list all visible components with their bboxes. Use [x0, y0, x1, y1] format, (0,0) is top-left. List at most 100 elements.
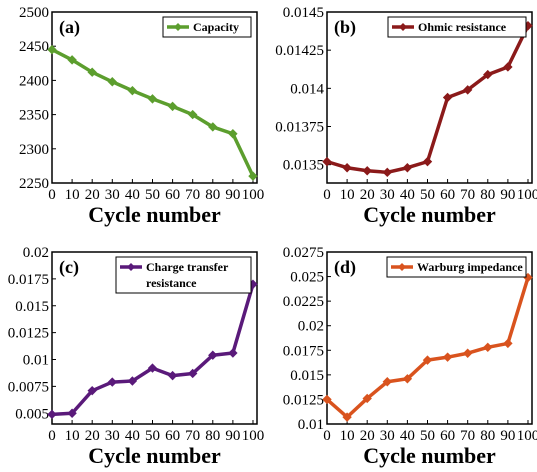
x-tick-label: 10 — [340, 187, 355, 203]
legend-box — [162, 16, 252, 38]
panel-label: (b) — [334, 17, 356, 38]
data-point-marker — [248, 171, 258, 181]
data-point-marker — [107, 77, 118, 87]
data-point-marker — [107, 377, 118, 387]
y-tick-label: 0.01 — [23, 353, 49, 369]
y-tick-label: 0.0075 — [8, 379, 49, 395]
data-point-marker — [483, 342, 493, 353]
data-point-marker — [87, 67, 97, 77]
data-point-marker — [342, 412, 352, 422]
data-point-marker — [483, 69, 493, 80]
y-tick-label: 2500 — [19, 5, 49, 21]
x-tick-label: 70 — [185, 187, 200, 203]
data-point-marker — [442, 92, 453, 103]
data-point-marker — [322, 156, 332, 167]
data-point-marker — [503, 62, 513, 72]
panel-label: (d) — [334, 257, 356, 278]
x-axis-label: Cycle number — [88, 202, 221, 227]
legend-box — [386, 256, 527, 278]
chart-panel-2: 0.0135 0.01375 0.014 0.01425 0.0145 0 10 20 30 40… — [275, 5, 537, 227]
data-point-marker — [422, 156, 433, 167]
x-tick-label: 80 — [205, 187, 220, 203]
y-tick-label: 0.0125 — [8, 326, 49, 342]
data-point-marker — [67, 55, 77, 65]
legend-label: resistance — [146, 276, 197, 290]
data-point-marker — [47, 409, 57, 420]
data-point-marker — [87, 385, 97, 396]
y-tick-label: 0.0125 — [283, 392, 324, 408]
y-tick-label: 0.02 — [298, 319, 324, 335]
x-tick-label: 0 — [323, 428, 331, 444]
x-tick-label: 50 — [420, 187, 435, 203]
x-tick-label: 100 — [242, 187, 265, 203]
chart-panel-3: 0.005 0.0075 0.01 0.0125 0.015 0.0175 0.02 0 10 2… — [8, 245, 264, 468]
x-tick-label: 10 — [65, 187, 80, 203]
x-tick-label: 40 — [400, 187, 415, 203]
data-point-marker — [187, 368, 198, 379]
x-tick-label: 10 — [65, 428, 80, 444]
data-point-marker — [127, 376, 138, 386]
y-tick-label: 0.01425 — [275, 43, 324, 59]
legend-label: Charge transfer — [146, 260, 229, 274]
x-axis-label: Cycle number — [88, 443, 221, 468]
panel-label: (a) — [59, 17, 80, 38]
y-tick-label: 0.02 — [23, 245, 49, 261]
data-point-marker — [402, 374, 413, 384]
x-tick-label: 90 — [225, 428, 240, 444]
data-point-marker — [322, 394, 332, 405]
legend: Charge transfer resistance — [115, 256, 252, 294]
data-point-marker — [167, 101, 178, 112]
x-tick-label: 20 — [85, 187, 100, 203]
plot-frame — [51, 251, 258, 425]
legend: Warburg impedance — [386, 256, 527, 278]
x-tick-label: 90 — [500, 187, 515, 203]
x-tick-label: 30 — [105, 187, 120, 203]
x-axis-label: Cycle number — [363, 202, 496, 227]
y-tick-label: 0.015 — [290, 368, 324, 384]
series-line — [51, 283, 255, 417]
x-tick-label: 30 — [380, 428, 395, 444]
data-point-marker — [342, 163, 352, 173]
series-line — [326, 24, 530, 175]
chart-panel-1: 2250 2300 2350 2400 2450 2500 0 10 20 30 40 50 60 70 8… — [19, 5, 264, 227]
legend: Ohmic resistance — [387, 16, 527, 38]
data-point-marker — [462, 348, 473, 358]
data-point-marker — [208, 350, 218, 360]
x-tick-label: 40 — [125, 187, 140, 203]
y-tick-label: 0.014 — [290, 81, 324, 97]
y-tick-label: 0.0225 — [283, 294, 324, 310]
legend-label: Capacity — [193, 20, 239, 34]
x-tick-label: 0 — [48, 187, 56, 203]
x-tick-label: 20 — [85, 428, 100, 444]
x-tick-label: 70 — [460, 187, 475, 203]
x-tick-label: 80 — [480, 187, 495, 203]
x-tick-label: 0 — [323, 187, 331, 203]
x-tick-label: 80 — [205, 428, 220, 444]
x-tick-label: 50 — [145, 187, 160, 203]
y-tick-label: 0.015 — [15, 299, 49, 315]
x-tick-label: 20 — [360, 428, 375, 444]
data-point-marker — [382, 167, 393, 178]
x-tick-label: 0 — [48, 428, 56, 444]
x-tick-label: 60 — [165, 187, 180, 203]
y-tick-label: 0.01375 — [275, 120, 324, 136]
x-tick-label: 50 — [145, 428, 160, 444]
y-tick-label: 2400 — [19, 73, 49, 89]
data-point-marker — [187, 109, 198, 120]
x-tick-label: 50 — [420, 428, 435, 444]
plot-frame — [326, 251, 533, 425]
data-point-marker — [402, 163, 413, 173]
data-point-marker — [147, 363, 158, 373]
y-tick-label: 2450 — [19, 39, 49, 55]
data-point-marker — [67, 408, 77, 418]
x-tick-label: 100 — [517, 428, 537, 444]
data-point-marker — [167, 370, 178, 381]
plot-frame — [326, 11, 533, 184]
y-tick-label: 0.005 — [15, 406, 49, 422]
legend-marker-swatch — [174, 23, 182, 31]
legend-marker-swatch — [398, 263, 406, 271]
y-tick-label: 0.0135 — [283, 158, 324, 174]
legend-label: Warburg impedance — [417, 260, 523, 274]
series-line — [51, 48, 255, 177]
